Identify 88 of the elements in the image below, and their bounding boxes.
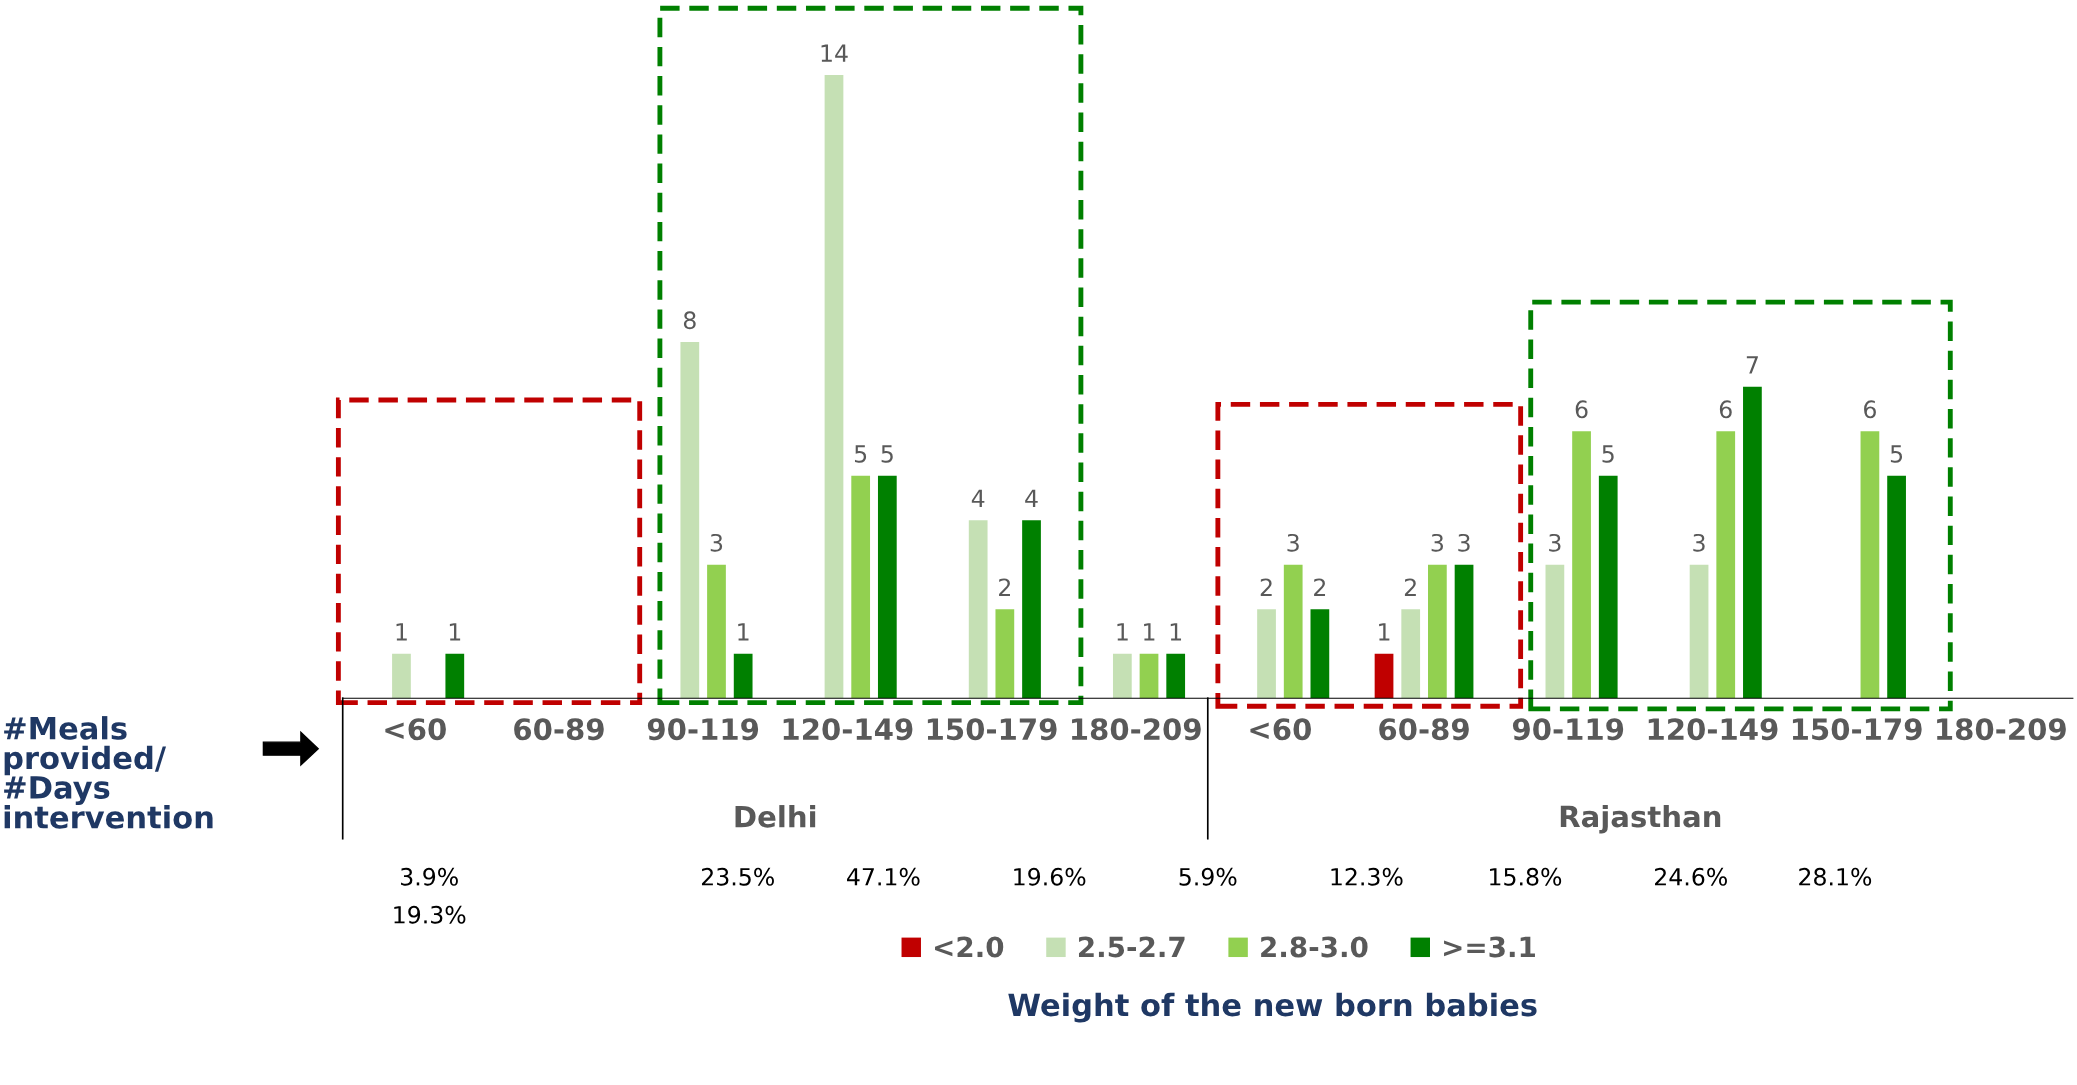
data-label: 1	[1170, 623, 1182, 641]
legend-label: <2.0	[935, 936, 1004, 958]
bar	[1743, 386, 1762, 699]
x-tick-label: 150-179	[927, 718, 1057, 741]
bar	[1139, 653, 1159, 699]
text: Rajasthan	[1560, 804, 1721, 834]
bar	[851, 475, 871, 699]
bar	[1545, 564, 1565, 699]
bar	[1283, 564, 1303, 699]
bar	[1257, 609, 1276, 699]
bar	[1112, 653, 1132, 699]
bar	[707, 564, 726, 699]
bar	[1598, 475, 1618, 699]
text: 12.3%	[1331, 867, 1403, 886]
bar	[1374, 653, 1394, 699]
x-tick-label: <60	[385, 718, 446, 741]
data-label: 1	[1117, 623, 1128, 641]
x-tick-label: <60	[1250, 718, 1311, 741]
bar	[1860, 431, 1880, 699]
data-label: 3	[710, 533, 723, 552]
text: 23.5%	[701, 867, 774, 886]
data-label: 2	[1260, 578, 1272, 596]
x-tick-label: 180-209	[1072, 718, 1201, 741]
data-label: 5	[1602, 445, 1614, 463]
data-label: 6	[1864, 400, 1876, 419]
bar	[392, 653, 411, 699]
text: 28.1%	[1799, 867, 1872, 886]
bar	[1022, 520, 1041, 699]
data-label: 1	[1379, 623, 1390, 641]
data-label: 3	[1287, 533, 1299, 552]
text: 19.6%	[1014, 867, 1086, 886]
x-tick-label: 60-89	[514, 718, 604, 741]
bar	[824, 75, 844, 699]
x-tick-label: 120-149	[1648, 718, 1778, 741]
data-label: 4	[1025, 489, 1038, 507]
data-label: 3	[1693, 533, 1705, 552]
data-label: 5	[881, 445, 893, 463]
bar	[995, 609, 1015, 699]
data-label: 1	[449, 623, 461, 641]
legend-title: Weight of the new born babies	[1008, 992, 1537, 1023]
text: 47.1%	[847, 867, 920, 886]
data-label: 2	[1314, 578, 1326, 596]
data-label: 3	[1549, 533, 1561, 552]
bar	[1716, 431, 1736, 699]
text: 24.6%	[1655, 867, 1727, 886]
bar	[445, 653, 465, 699]
data-label: 6	[1575, 400, 1588, 419]
text: Delhi	[735, 805, 816, 828]
data-label: 4	[971, 489, 985, 507]
data-label: 1	[738, 623, 749, 641]
bar	[733, 653, 753, 699]
data-label: 7	[1746, 356, 1758, 374]
data-label: 5	[854, 445, 867, 463]
x-tick-label: 90-119	[647, 718, 759, 741]
bar	[1310, 609, 1330, 699]
legend-label: 2.5-2.7	[1078, 936, 1185, 958]
bar	[1428, 564, 1447, 699]
x-tick-label: 120-149	[783, 718, 913, 741]
data-label: 5	[1890, 445, 1903, 463]
text: 19.3%	[394, 905, 466, 924]
bar	[1887, 475, 1906, 699]
bar	[877, 475, 897, 699]
x-tick-label: 60-89	[1379, 718, 1469, 741]
bar	[1166, 653, 1186, 699]
bar	[1572, 431, 1591, 699]
data-label: 3	[1431, 533, 1443, 552]
data-label: 2	[1404, 578, 1416, 596]
data-label: 3	[1458, 533, 1470, 552]
data-label: 8	[683, 311, 696, 330]
bar	[1454, 564, 1474, 699]
data-label: 1	[1144, 623, 1155, 641]
text: 15.8%	[1490, 867, 1562, 886]
x-tick-label: 150-179	[1792, 718, 1922, 741]
data-label: 14	[821, 44, 848, 62]
x-tick-label: 180-209	[1937, 718, 2066, 741]
text: #Meals provided/ #Days intervention	[4, 716, 213, 829]
legend-label: >=3.1	[1444, 936, 1535, 958]
data-label: 6	[1719, 400, 1732, 419]
text: 5.9%	[1179, 867, 1237, 886]
bar	[1401, 609, 1421, 699]
text: 3.9%	[401, 867, 458, 886]
bar	[680, 342, 700, 699]
x-tick-label: 90-119	[1512, 718, 1624, 741]
data-label: 1	[396, 623, 407, 641]
legend-label: 2.8-3.0	[1261, 936, 1368, 958]
bar	[1689, 564, 1709, 699]
bar	[968, 520, 988, 699]
data-label: 2	[999, 578, 1010, 596]
